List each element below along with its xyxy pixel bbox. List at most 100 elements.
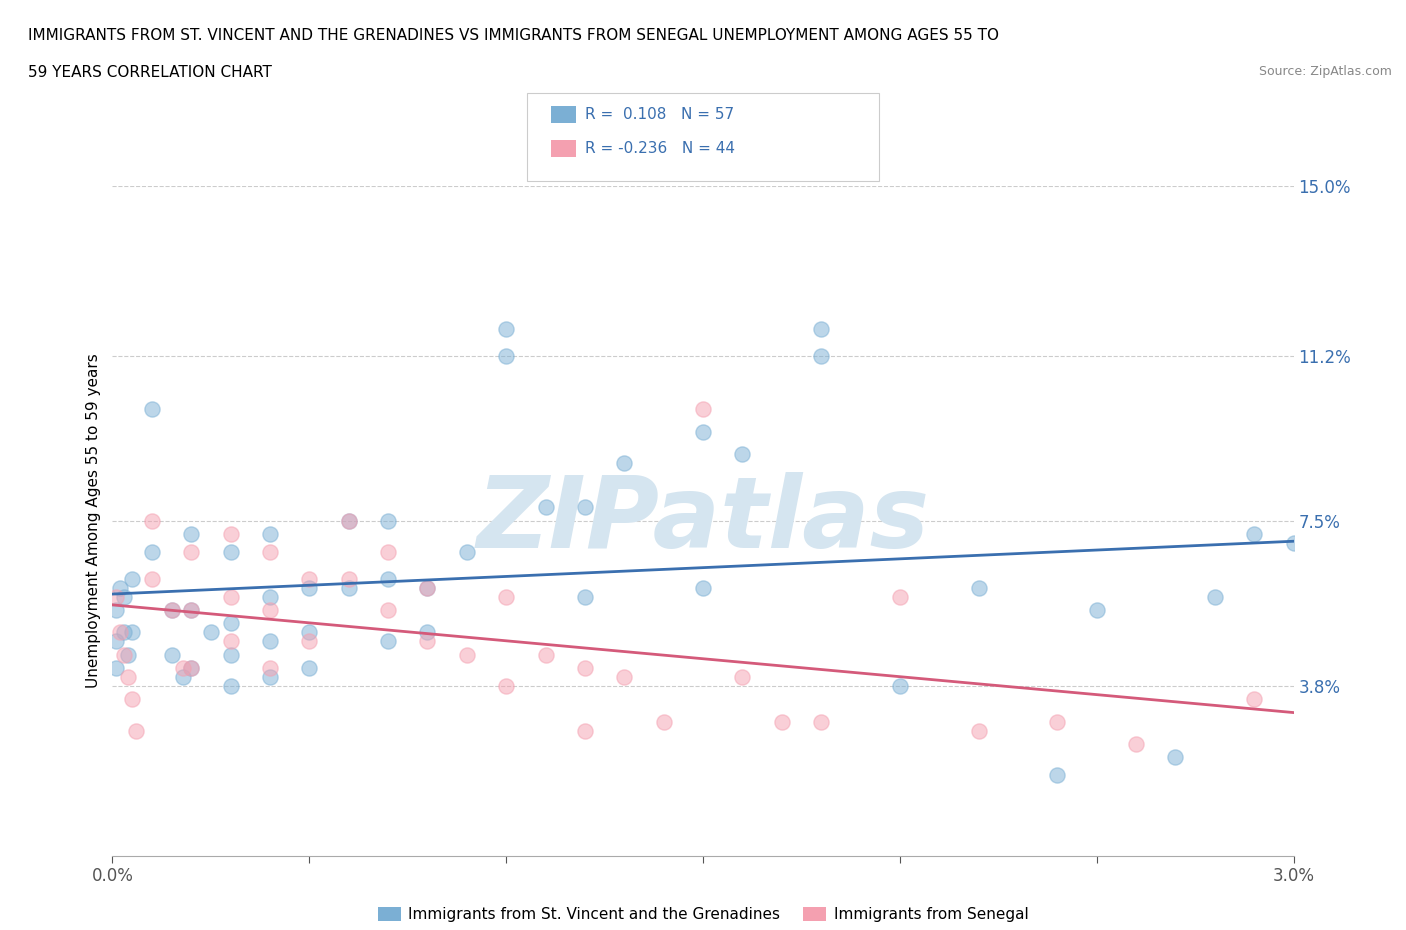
Point: [692, 424, 714, 439]
Point: [1243, 526, 1265, 541]
Point: [377, 545, 399, 560]
Point: [160, 603, 183, 618]
Point: [172, 670, 194, 684]
Point: [180, 603, 202, 618]
Point: [1282, 536, 1305, 551]
Point: [495, 348, 517, 363]
Point: [574, 724, 596, 738]
Point: [172, 660, 194, 675]
Point: [377, 603, 399, 618]
Point: [692, 580, 714, 595]
Point: [298, 660, 321, 675]
Point: [112, 590, 135, 604]
Point: [534, 647, 557, 662]
Point: [219, 616, 242, 631]
Point: [967, 724, 990, 738]
Text: R = -0.236   N = 44: R = -0.236 N = 44: [585, 141, 735, 156]
Point: [105, 634, 128, 649]
Point: [337, 580, 360, 595]
Point: [125, 724, 148, 738]
Point: [219, 634, 242, 649]
Point: [117, 670, 139, 684]
Point: [259, 634, 281, 649]
Point: [613, 670, 636, 684]
Point: [770, 714, 793, 729]
Point: [456, 647, 478, 662]
Point: [160, 647, 183, 662]
Point: [337, 513, 360, 528]
Point: [259, 603, 281, 618]
Point: [1046, 768, 1069, 783]
Point: [121, 571, 143, 586]
Point: [1243, 692, 1265, 707]
Point: [259, 670, 281, 684]
Point: [298, 625, 321, 640]
Text: Source: ZipAtlas.com: Source: ZipAtlas.com: [1258, 65, 1392, 78]
Point: [810, 348, 832, 363]
Point: [416, 580, 439, 595]
Legend: Immigrants from St. Vincent and the Grenadines, Immigrants from Senegal: Immigrants from St. Vincent and the Gren…: [371, 901, 1035, 928]
Point: [377, 634, 399, 649]
Point: [219, 679, 242, 694]
Y-axis label: Unemployment Among Ages 55 to 59 years: Unemployment Among Ages 55 to 59 years: [86, 353, 101, 688]
Text: R =  0.108   N = 57: R = 0.108 N = 57: [585, 107, 734, 122]
Point: [298, 634, 321, 649]
Point: [731, 670, 754, 684]
Text: ZIPatlas: ZIPatlas: [477, 472, 929, 569]
Point: [810, 714, 832, 729]
Point: [219, 590, 242, 604]
Point: [141, 513, 163, 528]
Point: [298, 571, 321, 586]
Point: [121, 625, 143, 640]
Text: 59 YEARS CORRELATION CHART: 59 YEARS CORRELATION CHART: [28, 65, 271, 80]
Point: [112, 625, 135, 640]
Point: [574, 590, 596, 604]
Point: [219, 526, 242, 541]
Point: [416, 625, 439, 640]
Point: [377, 571, 399, 586]
Point: [1085, 603, 1108, 618]
Point: [416, 580, 439, 595]
Point: [259, 526, 281, 541]
Point: [495, 590, 517, 604]
Point: [574, 500, 596, 515]
Point: [105, 590, 128, 604]
Point: [1164, 750, 1187, 764]
Point: [574, 660, 596, 675]
Point: [495, 322, 517, 337]
Point: [416, 634, 439, 649]
Point: [337, 571, 360, 586]
Point: [112, 647, 135, 662]
Point: [180, 526, 202, 541]
Point: [110, 625, 132, 640]
Point: [121, 692, 143, 707]
Point: [200, 625, 222, 640]
Point: [731, 446, 754, 461]
Point: [259, 660, 281, 675]
Point: [889, 590, 911, 604]
Point: [105, 603, 128, 618]
Point: [967, 580, 990, 595]
Point: [180, 603, 202, 618]
Point: [117, 647, 139, 662]
Point: [141, 571, 163, 586]
Point: [259, 590, 281, 604]
Point: [377, 513, 399, 528]
Point: [810, 322, 832, 337]
Point: [1125, 737, 1147, 751]
Point: [141, 402, 163, 417]
Point: [652, 714, 675, 729]
Point: [298, 580, 321, 595]
Point: [219, 545, 242, 560]
Point: [180, 660, 202, 675]
Point: [1204, 590, 1226, 604]
Point: [692, 402, 714, 417]
Point: [259, 545, 281, 560]
Point: [495, 679, 517, 694]
Point: [534, 500, 557, 515]
Point: [105, 660, 128, 675]
Point: [613, 456, 636, 471]
Point: [141, 545, 163, 560]
Point: [456, 545, 478, 560]
Point: [180, 545, 202, 560]
